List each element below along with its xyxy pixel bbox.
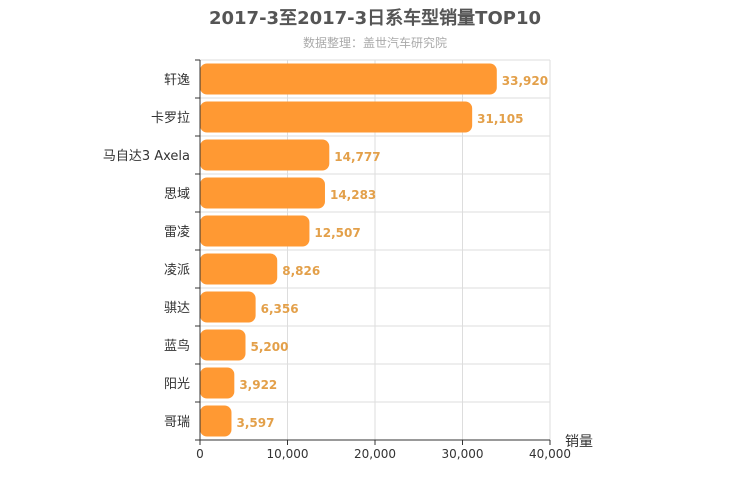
value-label: 5,200 bbox=[251, 340, 289, 354]
chart-title: 2017-3至2017-3日系车型销量TOP10 bbox=[209, 7, 541, 29]
value-label: 8,826 bbox=[282, 264, 320, 278]
value-label: 6,356 bbox=[261, 302, 299, 316]
bar bbox=[200, 63, 497, 95]
value-labels: 33,920 31,105 14,777 14,283 12,507 8,826 6,356… bbox=[236, 74, 548, 430]
x-tick-label: 40,000 bbox=[529, 447, 571, 461]
value-label: 33,920 bbox=[502, 74, 548, 88]
category-label: 马自达3 Axela bbox=[103, 149, 190, 164]
bar bbox=[200, 215, 310, 247]
bar bbox=[200, 253, 278, 285]
x-tick-label: 10,000 bbox=[267, 447, 309, 461]
x-tick-label: 30,000 bbox=[442, 447, 484, 461]
category-label: 雷凌 bbox=[164, 225, 190, 240]
value-label: 31,105 bbox=[477, 112, 523, 126]
category-label: 卡罗拉 bbox=[151, 111, 190, 126]
category-label: 骐达 bbox=[164, 301, 190, 316]
bar bbox=[200, 101, 473, 133]
category-label: 思域 bbox=[164, 187, 190, 202]
bar bbox=[200, 367, 235, 399]
category-label: 蓝鸟 bbox=[164, 338, 190, 354]
bar bbox=[200, 139, 330, 171]
value-label: 12,507 bbox=[314, 226, 360, 240]
bar bbox=[200, 291, 256, 323]
value-label: 14,777 bbox=[334, 150, 380, 164]
bars bbox=[200, 63, 497, 437]
bar bbox=[200, 329, 246, 361]
category-label: 轩逸 bbox=[164, 73, 190, 88]
x-axis-ticks: 0 10,000 20,000 30,000 40,000 bbox=[195, 59, 571, 461]
bar bbox=[200, 177, 325, 209]
category-label: 阳光 bbox=[164, 377, 190, 392]
bar bbox=[200, 405, 232, 437]
category-label: 凌派 bbox=[164, 263, 190, 278]
value-label: 14,283 bbox=[330, 188, 376, 202]
x-tick-label: 0 bbox=[196, 447, 204, 461]
x-tick-label: 20,000 bbox=[354, 447, 396, 461]
value-label: 3,922 bbox=[239, 378, 277, 392]
value-label: 3,597 bbox=[236, 416, 274, 430]
chart-subtitle: 数据整理：盖世汽车研究院 bbox=[303, 35, 447, 50]
category-label: 哥瑞 bbox=[164, 415, 190, 430]
x-axis-title: 销量 bbox=[565, 434, 593, 450]
